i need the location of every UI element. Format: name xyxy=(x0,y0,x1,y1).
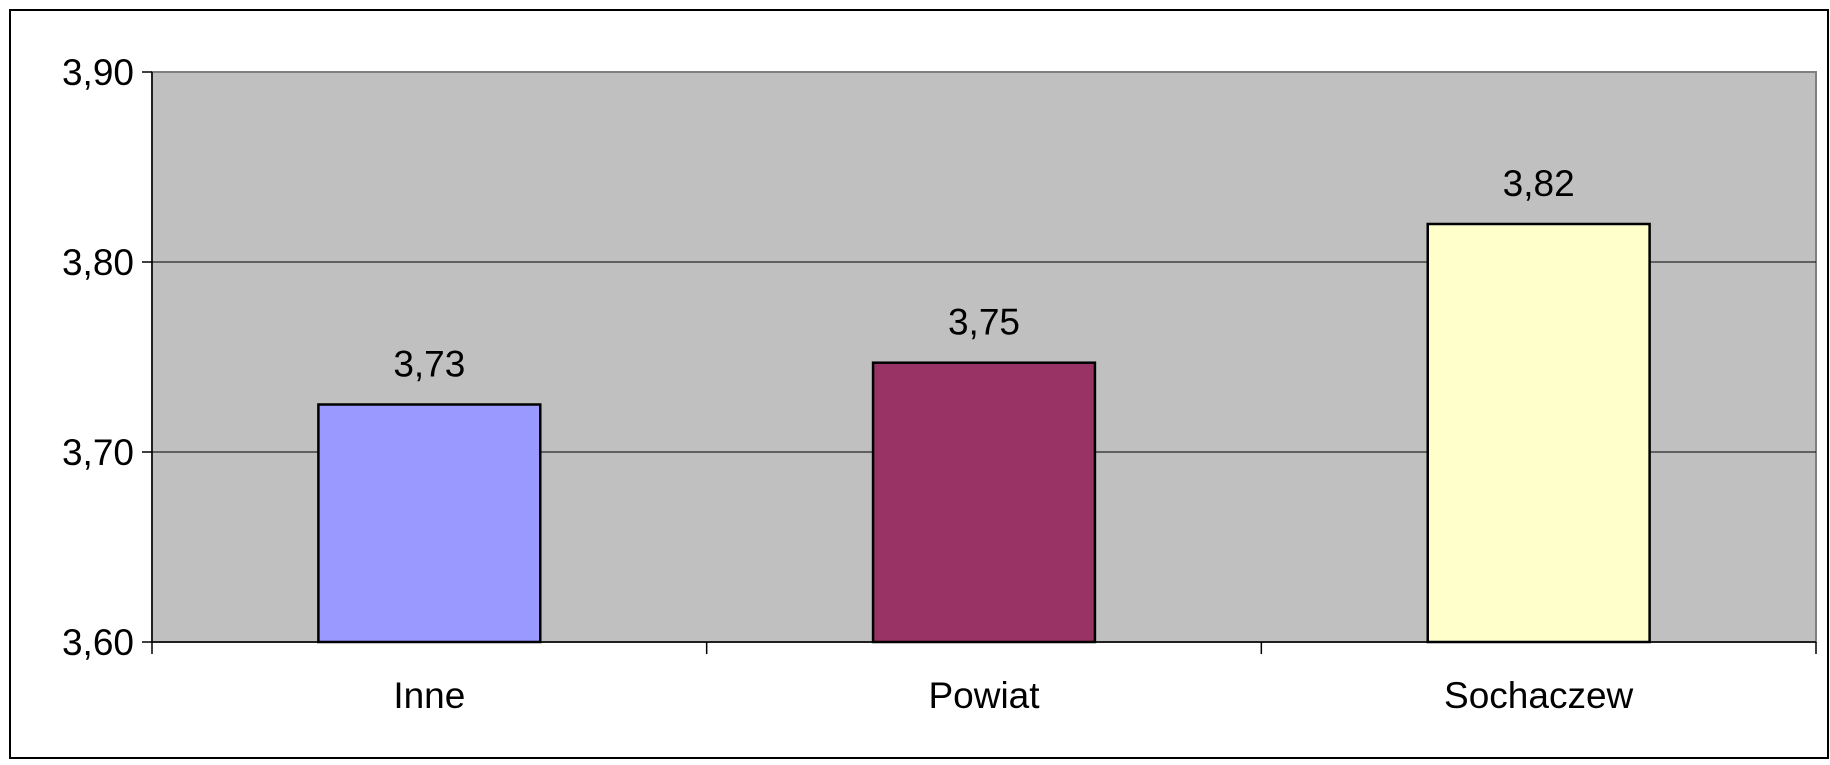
x-tick-label: Sochaczew xyxy=(1444,675,1633,716)
bar-powiat xyxy=(871,361,1097,644)
axes: 3,60 3,70 3,80 3,90 xyxy=(62,52,1817,663)
labels: 3,73 Inne 3,75 Powiat 3,82 Sochaczew xyxy=(393,163,1633,716)
data-label: 3,82 xyxy=(1503,163,1575,204)
bar-inne xyxy=(317,403,542,644)
y-tick-label: 3,70 xyxy=(62,432,134,473)
x-tick-label: Inne xyxy=(393,675,465,716)
data-label: 3,73 xyxy=(393,344,465,385)
y-tick-label: 3,80 xyxy=(62,242,134,283)
bars xyxy=(317,222,1651,644)
bar-sochaczew xyxy=(1426,222,1651,644)
data-label: 3,75 xyxy=(948,302,1020,343)
y-tick-label: 3,60 xyxy=(62,622,134,663)
x-tick-label: Powiat xyxy=(928,675,1040,716)
y-tick-label: 3,90 xyxy=(62,52,134,93)
